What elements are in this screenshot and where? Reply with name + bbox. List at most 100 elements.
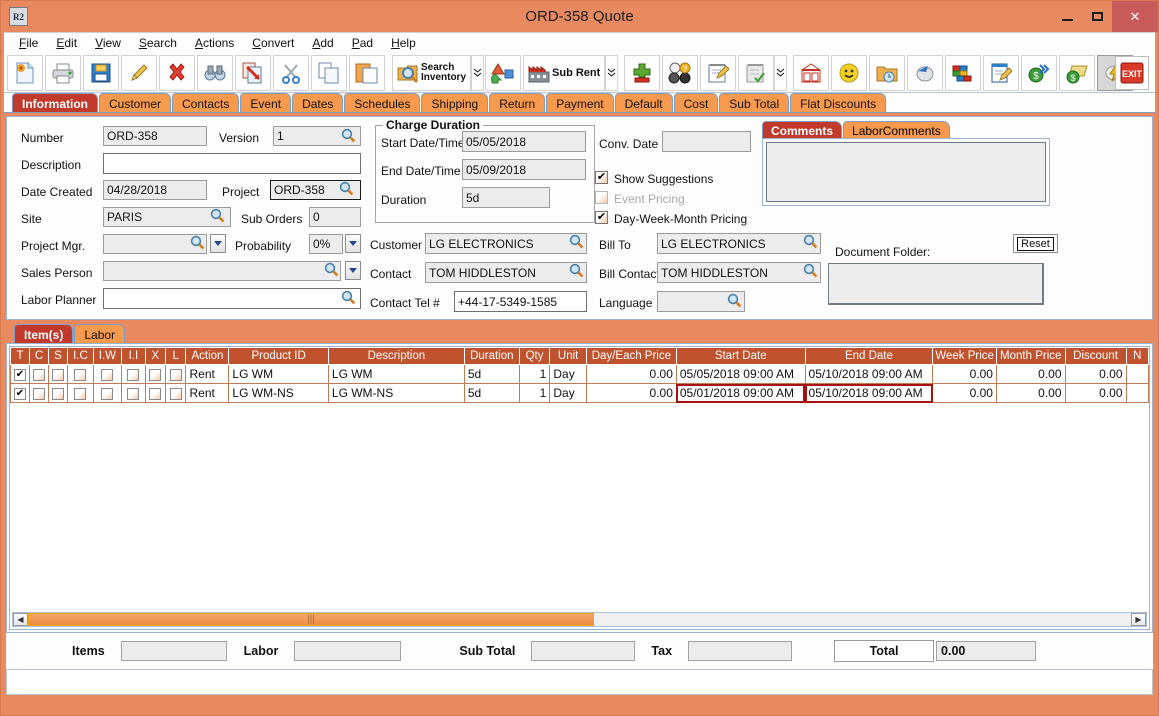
- col-ii[interactable]: I.I: [120, 347, 146, 365]
- print-button[interactable]: [45, 54, 81, 91]
- tab-default[interactable]: Default: [614, 93, 673, 112]
- cell-s[interactable]: [48, 383, 68, 403]
- col-s[interactable]: S: [48, 347, 68, 365]
- col-description[interactable]: Description: [327, 347, 465, 365]
- cell-week-price[interactable]: 0.00: [932, 383, 997, 403]
- event-pricing-checkbox[interactable]: [595, 191, 608, 204]
- language-search-icon[interactable]: [726, 293, 742, 308]
- tab-payment[interactable]: Payment: [546, 93, 614, 112]
- row-t-checkbox[interactable]: ✔: [14, 368, 26, 381]
- col-ic[interactable]: I.C: [67, 347, 94, 365]
- col-t[interactable]: T: [10, 347, 30, 365]
- cell-unit[interactable]: Day: [549, 383, 587, 403]
- row-t-checkbox[interactable]: ✔: [14, 387, 26, 400]
- bill-contact-search-icon[interactable]: [802, 263, 818, 278]
- row-ic-checkbox[interactable]: [74, 368, 87, 381]
- probability-field[interactable]: 0%: [309, 234, 343, 254]
- cell-x[interactable]: [144, 364, 166, 384]
- scroll-right-button[interactable]: ▶: [1131, 613, 1146, 626]
- cell-action[interactable]: Rent: [185, 383, 230, 403]
- sales-person-dropdown[interactable]: [345, 261, 361, 280]
- cell-c[interactable]: [29, 383, 49, 403]
- cell-l[interactable]: [164, 383, 187, 403]
- copy-button[interactable]: [311, 54, 347, 91]
- customer-search-icon[interactable]: [568, 234, 584, 249]
- help-button[interactable]: ?: [662, 54, 699, 91]
- tab-comments[interactable]: Comments: [762, 121, 843, 139]
- end-date-field[interactable]: 05/09/2018: [462, 159, 586, 180]
- cell-discount[interactable]: 0.00: [1064, 364, 1127, 384]
- tab-return[interactable]: Return: [489, 93, 546, 112]
- project-search-icon[interactable]: [338, 181, 354, 196]
- cell-iw[interactable]: [92, 383, 122, 403]
- cell-s[interactable]: [48, 364, 68, 384]
- tab-customer[interactable]: Customer: [99, 93, 172, 112]
- probability-dropdown[interactable]: [345, 234, 361, 253]
- sales-person-field[interactable]: [103, 261, 341, 281]
- copy-document-button[interactable]: [235, 54, 271, 91]
- tab-labor[interactable]: Labor: [74, 324, 126, 343]
- row-iw-checkbox[interactable]: [101, 368, 114, 381]
- total-field[interactable]: 0.00: [936, 641, 1037, 661]
- maximize-button[interactable]: [1082, 1, 1112, 32]
- tax-field[interactable]: [688, 641, 793, 661]
- reset-button[interactable]: Reset: [1013, 234, 1058, 253]
- contact-tel-field[interactable]: +44-17-5349-1585: [454, 291, 587, 312]
- contact-field[interactable]: TOM HIDDLESTON: [425, 262, 587, 283]
- scrollbar-track[interactable]: [594, 613, 1131, 626]
- col-week-price[interactable]: Week Price: [932, 347, 997, 365]
- tab-information[interactable]: Information: [12, 93, 98, 112]
- cut-button[interactable]: [273, 54, 309, 91]
- menu-convert[interactable]: Convert: [252, 36, 295, 50]
- menu-help[interactable]: Help: [391, 36, 416, 50]
- smiley-button[interactable]: [831, 54, 868, 91]
- exit-button[interactable]: EXIT: [1115, 55, 1149, 90]
- project-mgr-search-icon[interactable]: [189, 235, 205, 250]
- tab-shipping[interactable]: Shipping: [421, 93, 489, 112]
- date-created-field[interactable]: 04/28/2018: [103, 180, 207, 200]
- description-field[interactable]: [103, 153, 361, 174]
- project-mgr-field[interactable]: [103, 234, 207, 254]
- cell-month-price[interactable]: 0.00: [995, 383, 1066, 403]
- cell-day-each-price[interactable]: 0.00: [585, 383, 677, 403]
- search-inventory-dropdown[interactable]: [471, 54, 485, 91]
- row-l-checkbox[interactable]: [169, 387, 182, 400]
- cell-ii[interactable]: [120, 364, 146, 384]
- cell-start-date[interactable]: 05/05/2018 09:00 AM: [675, 364, 806, 384]
- col-unit[interactable]: Unit: [549, 347, 587, 365]
- cell-product-id[interactable]: LG WM: [228, 364, 329, 384]
- menu-file[interactable]: File: [19, 36, 39, 50]
- cell-n[interactable]: [1125, 383, 1149, 403]
- cell-week-price[interactable]: 0.00: [932, 364, 997, 384]
- report-edit-button[interactable]: [983, 54, 1020, 91]
- tab-schedules[interactable]: Schedules: [344, 93, 421, 112]
- cell-ic[interactable]: [67, 364, 94, 384]
- document-folder-field[interactable]: [828, 263, 1044, 305]
- customer-field[interactable]: LG ELECTRONICS: [425, 233, 587, 254]
- cell-ii[interactable]: [120, 383, 146, 403]
- sales-person-search-icon[interactable]: [323, 262, 339, 277]
- save-button[interactable]: [83, 54, 119, 91]
- edit-button[interactable]: [121, 54, 157, 91]
- cell-end-date[interactable]: 05/10/2018 09:00 AM: [804, 364, 934, 384]
- table-row[interactable]: ✔ Rent LG WM-NS LG WM-NS 5d: [10, 383, 1149, 403]
- paste-button[interactable]: [349, 54, 385, 91]
- cell-t[interactable]: ✔: [10, 364, 30, 384]
- cell-month-price[interactable]: 0.00: [995, 364, 1066, 384]
- row-c-checkbox[interactable]: [33, 387, 45, 400]
- cell-qty[interactable]: 1: [518, 383, 551, 403]
- delete-button[interactable]: [159, 54, 195, 91]
- col-qty[interactable]: Qty: [518, 347, 551, 365]
- total-button[interactable]: Total: [834, 640, 935, 662]
- cell-l[interactable]: [164, 364, 187, 384]
- row-s-checkbox[interactable]: [52, 368, 64, 381]
- comments-textarea[interactable]: [766, 142, 1046, 202]
- tab-cost[interactable]: Cost: [673, 93, 719, 112]
- cell-day-each-price[interactable]: 0.00: [585, 364, 677, 384]
- cell-iw[interactable]: [92, 364, 122, 384]
- cell-duration[interactable]: 5d: [463, 383, 520, 403]
- language-field[interactable]: [657, 291, 745, 312]
- cell-duration[interactable]: 5d: [463, 364, 520, 384]
- add-remove-button[interactable]: [624, 54, 661, 91]
- cell-n[interactable]: [1125, 364, 1149, 384]
